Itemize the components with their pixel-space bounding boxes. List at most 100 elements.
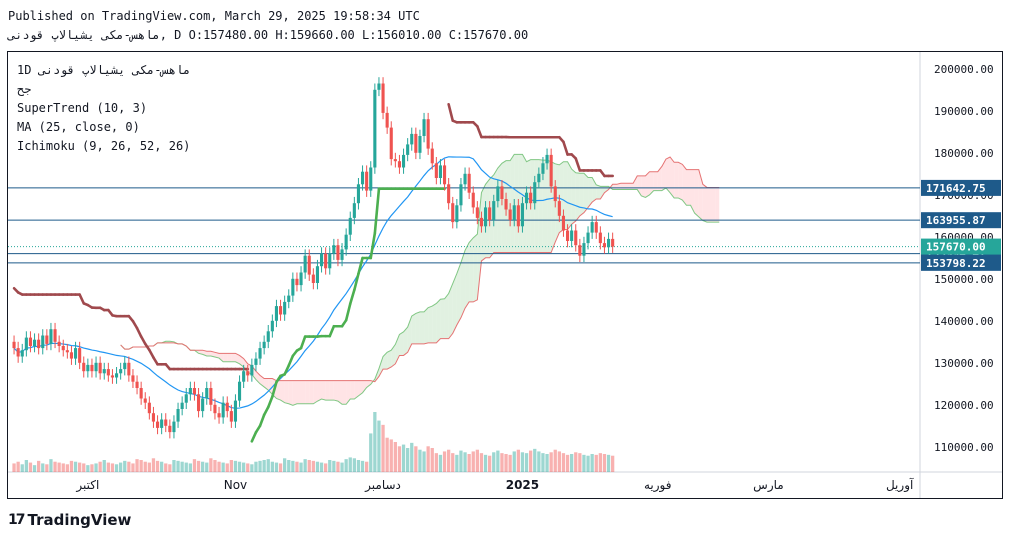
candle-body[interactable]	[143, 398, 147, 403]
candle-body[interactable]	[45, 335, 49, 344]
candle-body[interactable]	[114, 373, 119, 378]
candle-body[interactable]	[233, 400, 238, 422]
candle-body[interactable]	[147, 402, 151, 414]
candle-body[interactable]	[299, 272, 303, 286]
candle-body[interactable]	[201, 398, 205, 412]
candle-body[interactable]	[86, 364, 90, 372]
candle-body[interactable]	[155, 421, 160, 428]
candle-body[interactable]	[180, 402, 184, 409]
candle-body[interactable]	[225, 402, 229, 412]
candle-body[interactable]	[41, 335, 45, 349]
candle-body[interactable]	[590, 222, 594, 233]
candle-body[interactable]	[127, 362, 131, 376]
candle-body[interactable]	[594, 222, 598, 233]
candle-body[interactable]	[295, 278, 299, 286]
candle-body[interactable]	[160, 419, 164, 428]
candle-body[interactable]	[373, 89, 377, 168]
candle-body[interactable]	[545, 154, 549, 164]
candle-body[interactable]	[447, 184, 451, 204]
candle-body[interactable]	[131, 375, 135, 382]
candle-body[interactable]	[291, 278, 295, 296]
candle-body[interactable]	[561, 215, 566, 231]
candle-body[interactable]	[393, 159, 397, 162]
candle-body[interactable]	[303, 255, 307, 273]
candle-body[interactable]	[61, 346, 65, 351]
candle-body[interactable]	[57, 341, 61, 346]
candle-body[interactable]	[397, 161, 402, 168]
candle-body[interactable]	[500, 186, 504, 199]
candle-body[interactable]	[262, 341, 266, 349]
candle-body[interactable]	[459, 184, 463, 206]
candle-body[interactable]	[246, 371, 250, 376]
candle-body[interactable]	[406, 144, 410, 155]
candle-body[interactable]	[344, 234, 348, 250]
candle-body[interactable]	[135, 381, 139, 388]
candle-body[interactable]	[549, 154, 553, 187]
candle-body[interactable]	[266, 331, 270, 342]
candle-body[interactable]	[37, 339, 41, 349]
candle-body[interactable]	[598, 232, 602, 244]
candle-body[interactable]	[401, 154, 406, 168]
candle-body[interactable]	[340, 249, 344, 260]
candle-body[interactable]	[192, 388, 197, 395]
candle-body[interactable]	[360, 171, 365, 185]
candle-body[interactable]	[32, 339, 37, 346]
candle-body[interactable]	[463, 173, 467, 185]
candle-body[interactable]	[570, 230, 574, 242]
candle-body[interactable]	[209, 388, 213, 405]
candle-body[interactable]	[28, 337, 33, 346]
candle-body[interactable]	[102, 369, 106, 374]
candle-body[interactable]	[529, 192, 533, 204]
candle-body[interactable]	[537, 173, 541, 183]
candle-body[interactable]	[365, 171, 369, 191]
candle-body[interactable]	[496, 186, 500, 202]
candle-body[interactable]	[524, 192, 529, 204]
candle-body[interactable]	[586, 232, 590, 244]
candle-body[interactable]	[315, 266, 320, 283]
candle-body[interactable]	[24, 337, 28, 351]
candle-body[interactable]	[53, 329, 57, 342]
candle-body[interactable]	[438, 165, 443, 178]
candle-body[interactable]	[274, 306, 279, 321]
candle-body[interactable]	[168, 425, 172, 433]
candle-body[interactable]	[78, 348, 82, 363]
candle-body[interactable]	[348, 217, 352, 235]
candle-body[interactable]	[213, 404, 217, 414]
candle-body[interactable]	[98, 362, 102, 374]
candle-body[interactable]	[483, 207, 488, 227]
candle-body[interactable]	[242, 371, 246, 382]
candle-body[interactable]	[319, 253, 324, 267]
candle-body[interactable]	[611, 238, 615, 247]
candle-body[interactable]	[385, 112, 389, 128]
candle-body[interactable]	[451, 203, 455, 223]
candle-body[interactable]	[324, 253, 328, 269]
candle-body[interactable]	[426, 119, 430, 149]
candle-body[interactable]	[123, 362, 127, 370]
candle-body[interactable]	[471, 192, 475, 208]
candle-body[interactable]	[164, 419, 168, 426]
candle-body[interactable]	[488, 207, 492, 220]
candle-body[interactable]	[389, 127, 393, 160]
candle-body[interactable]	[414, 133, 418, 153]
candle-body[interactable]	[533, 182, 537, 204]
candle-body[interactable]	[73, 348, 78, 359]
candle-body[interactable]	[475, 207, 479, 218]
candle-body[interactable]	[565, 230, 570, 242]
candle-body[interactable]	[139, 388, 143, 399]
candle-body[interactable]	[455, 205, 459, 223]
candle-body[interactable]	[221, 402, 225, 418]
candle-body[interactable]	[106, 369, 110, 376]
chart-frame[interactable]: 200000.00190000.00180000.00170000.001600…	[7, 51, 1003, 499]
candle-body[interactable]	[352, 203, 356, 218]
candle-body[interactable]	[574, 230, 578, 246]
candle-body[interactable]	[422, 119, 426, 136]
legend-supertrend[interactable]: SuperTrend (10, 3)	[17, 101, 148, 115]
candle-body[interactable]	[377, 83, 381, 90]
candle-body[interactable]	[16, 348, 20, 357]
legend-ma[interactable]: MA (25, close, 0)	[17, 120, 140, 134]
candle-body[interactable]	[434, 163, 438, 178]
candle-body[interactable]	[12, 341, 16, 349]
candle-body[interactable]	[172, 421, 176, 433]
price-chart[interactable]: 200000.00190000.00180000.00170000.001600…	[8, 52, 1002, 498]
candle-body[interactable]	[442, 165, 447, 185]
